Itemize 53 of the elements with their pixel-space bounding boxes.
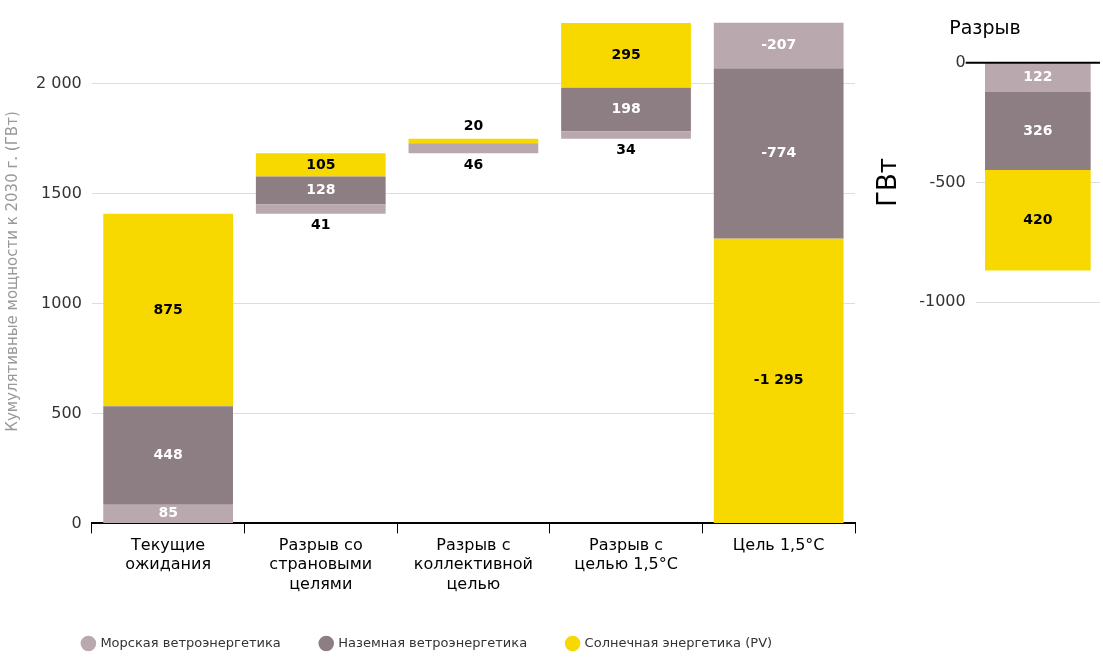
bar: [255, 176, 386, 205]
legend-label: Наземная ветроэнергетика: [338, 634, 528, 650]
bar: [561, 22, 691, 88]
y-tick-label: 500: [51, 402, 82, 422]
bar: [255, 204, 386, 214]
y-tick-label: 2 000: [35, 72, 82, 92]
y-tick-label: 1000: [41, 292, 82, 312]
data-label: 105: [306, 155, 336, 172]
chart-title: Разрыв: [949, 16, 1021, 39]
data-label: 295: [611, 45, 641, 62]
y-tick-label: 0: [955, 51, 966, 71]
bar: [713, 238, 844, 523]
y-axis-title: Кумулятивные мощности к 2030 г. (ГВт): [2, 111, 21, 432]
data-label: 448: [153, 446, 183, 463]
x-tick-label: Разрыв с целью 1,5°C: [574, 535, 678, 574]
x-tick-label: Разрыв с коллективной целью: [413, 535, 534, 593]
bar: [103, 213, 233, 407]
data-label: 20: [463, 117, 484, 134]
legend-label: Морская ветроэнергетика: [100, 634, 281, 650]
bar: [561, 131, 691, 139]
y-tick-label: -1000: [919, 291, 966, 311]
bar: [408, 138, 539, 144]
bar: [713, 22, 844, 69]
bar: [713, 68, 844, 239]
bar: [985, 91, 1091, 170]
y-tick-label: 0: [71, 512, 82, 532]
data-label: 41: [311, 216, 331, 233]
y-tick-label: 1500: [41, 182, 82, 202]
x-tick-label: Текущие ожидания: [125, 535, 212, 574]
bar: [103, 504, 233, 523]
data-label: 420: [1023, 210, 1053, 227]
bar: [408, 143, 539, 154]
x-tick-label: Цель 1,5°C: [732, 535, 825, 555]
data-label: 326: [1023, 121, 1053, 138]
bar: [985, 63, 1091, 92]
data-label: 875: [153, 300, 183, 317]
data-label: -774: [761, 144, 797, 160]
bar: [103, 406, 233, 505]
data-label: 85: [158, 504, 178, 521]
legend-label: Солнечная энергетика (PV): [584, 634, 773, 650]
y-tick-label: -500: [929, 171, 966, 191]
data-label: 122: [1023, 68, 1053, 85]
data-label: -1 295: [753, 371, 804, 388]
bar: [985, 169, 1091, 271]
x-tick-label: Разрыв со страновыми целями: [269, 535, 373, 593]
bar: [561, 87, 691, 132]
bar: [255, 153, 386, 177]
data-label: 198: [611, 100, 641, 117]
data-label: 34: [616, 141, 637, 158]
data-label: 46: [463, 156, 484, 172]
data-label: 128: [306, 181, 336, 198]
data-label: -207: [761, 36, 797, 53]
y-axis-title: ГВт: [872, 157, 903, 207]
